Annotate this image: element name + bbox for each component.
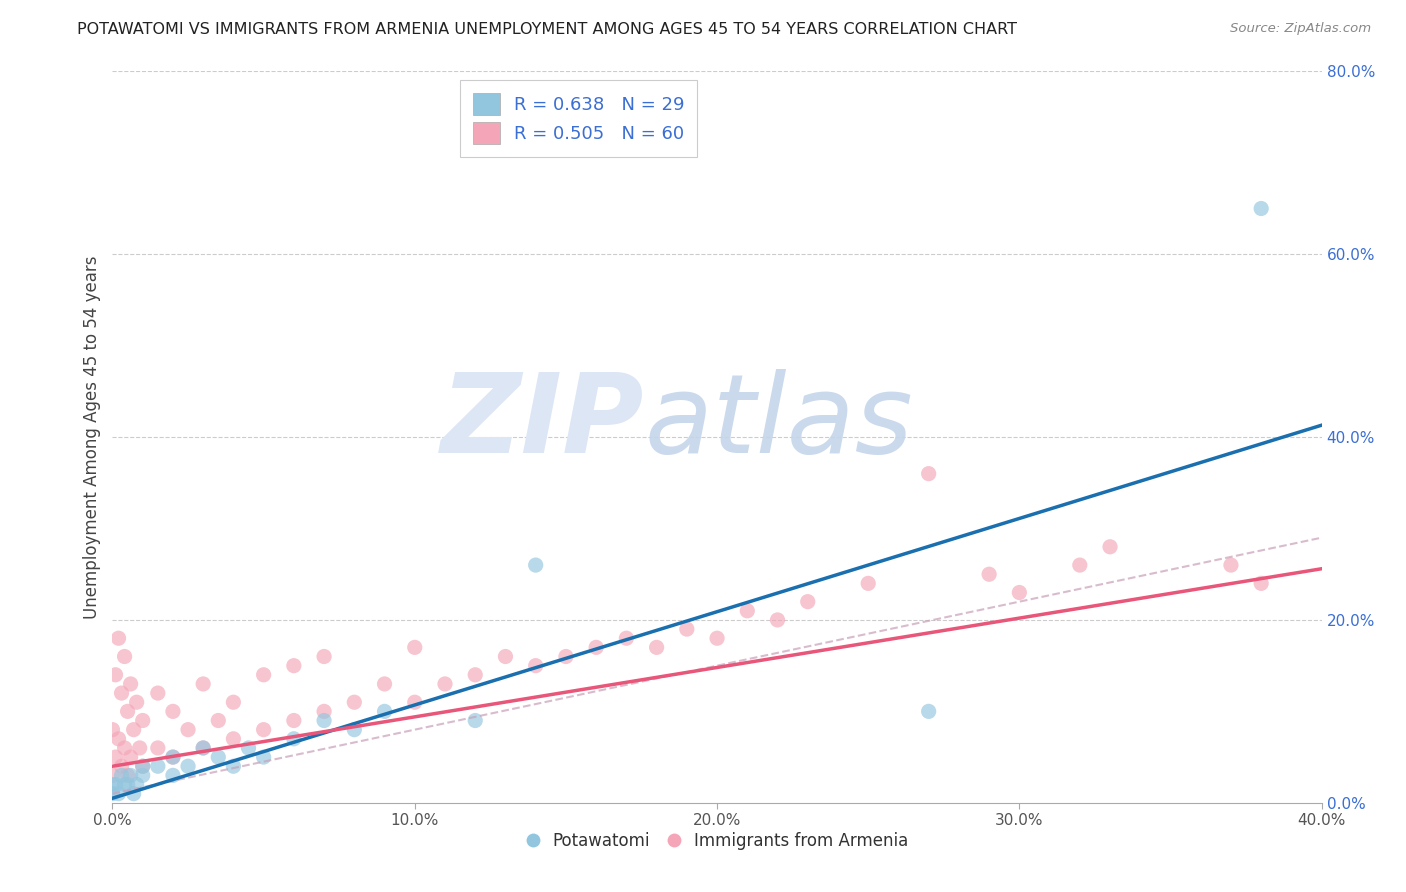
Point [120, 677, 142, 691]
Point [1069, 558, 1091, 573]
Point [404, 640, 426, 655]
Point [117, 768, 139, 782]
Point [766, 613, 789, 627]
Point [464, 667, 486, 681]
Point [253, 750, 276, 764]
Point [101, 787, 124, 801]
Point [114, 778, 136, 792]
Point [343, 695, 366, 709]
Text: POTAWATOMI VS IMMIGRANTS FROM ARMENIA UNEMPLOYMENT AMONG AGES 45 TO 54 YEARS COR: POTAWATOMI VS IMMIGRANTS FROM ARMENIA UN… [77, 22, 1018, 37]
Point [125, 695, 148, 709]
Point [191, 740, 214, 755]
Point [314, 714, 336, 728]
Point [107, 731, 129, 746]
Point [524, 658, 547, 673]
Point [253, 667, 276, 681]
Point [675, 622, 697, 636]
Y-axis label: Unemployment Among Ages 45 to 54 years: Unemployment Among Ages 45 to 54 years [83, 255, 101, 619]
Point [110, 768, 132, 782]
Point [918, 705, 941, 719]
Point [132, 759, 155, 773]
Point [856, 576, 880, 591]
Point [107, 787, 129, 801]
Text: ZIP: ZIP [441, 369, 644, 476]
Point [120, 768, 142, 782]
Point [1250, 202, 1272, 216]
Point [104, 750, 127, 764]
Text: atlas: atlas [644, 369, 912, 476]
Point [918, 467, 941, 481]
Point [1250, 576, 1272, 591]
Point [283, 714, 305, 728]
Point [1008, 585, 1031, 599]
Point [222, 759, 245, 773]
Point [1098, 540, 1121, 554]
Point [616, 632, 638, 646]
Point [162, 750, 184, 764]
Point [796, 594, 818, 608]
Point [706, 632, 728, 646]
Point [162, 750, 184, 764]
Point [146, 759, 169, 773]
Point [107, 632, 129, 646]
Point [117, 778, 139, 792]
Legend: Potawatomi, Immigrants from Armenia: Potawatomi, Immigrants from Armenia [520, 825, 914, 856]
Point [114, 649, 136, 664]
Point [120, 750, 142, 764]
Point [114, 740, 136, 755]
Point [104, 778, 127, 792]
Point [132, 714, 155, 728]
Point [374, 705, 396, 719]
Point [374, 677, 396, 691]
Point [645, 640, 668, 655]
Point [122, 723, 145, 737]
Point [177, 723, 200, 737]
Point [283, 731, 305, 746]
Point [146, 740, 169, 755]
Point [1220, 558, 1243, 573]
Point [122, 787, 145, 801]
Point [585, 640, 607, 655]
Point [177, 759, 200, 773]
Point [253, 723, 276, 737]
Point [132, 759, 155, 773]
Point [283, 658, 305, 673]
Point [495, 649, 517, 664]
Point [125, 778, 148, 792]
Point [207, 714, 229, 728]
Point [191, 677, 214, 691]
Point [433, 677, 456, 691]
Point [101, 778, 124, 792]
Point [343, 723, 366, 737]
Point [146, 686, 169, 700]
Point [977, 567, 1000, 582]
Point [314, 649, 336, 664]
Point [110, 686, 132, 700]
Point [554, 649, 576, 664]
Point [207, 750, 229, 764]
Point [238, 740, 260, 755]
Point [524, 558, 547, 573]
Point [101, 768, 124, 782]
Point [404, 695, 426, 709]
Point [101, 723, 124, 737]
Point [464, 714, 486, 728]
Point [737, 604, 759, 618]
Point [222, 695, 245, 709]
Point [117, 705, 139, 719]
Text: Source: ZipAtlas.com: Source: ZipAtlas.com [1230, 22, 1371, 36]
Point [162, 705, 184, 719]
Point [110, 759, 132, 773]
Point [162, 768, 184, 782]
Point [128, 740, 150, 755]
Point [314, 705, 336, 719]
Point [191, 740, 214, 755]
Point [222, 731, 245, 746]
Point [104, 667, 127, 681]
Point [132, 768, 155, 782]
